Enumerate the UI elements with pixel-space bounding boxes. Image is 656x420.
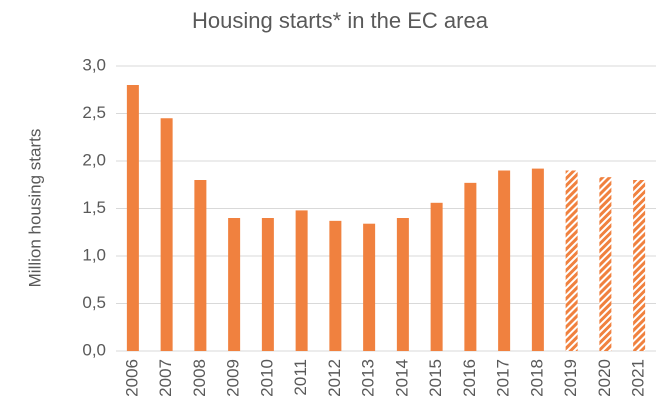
- x-tick-label: 2012: [325, 359, 344, 397]
- bar: [261, 218, 274, 351]
- bar: [363, 223, 376, 351]
- x-tick-label: 2020: [595, 359, 614, 397]
- bar: [295, 210, 308, 351]
- bar: [599, 177, 612, 351]
- y-tick-label: 3,0: [82, 55, 106, 74]
- bar: [396, 218, 409, 351]
- x-tick-label: 2017: [494, 359, 513, 397]
- y-axis-title: Million housing starts: [25, 129, 44, 288]
- bar: [194, 180, 207, 351]
- x-tick-label: 2010: [257, 359, 276, 397]
- bar: [633, 180, 646, 351]
- bar: [430, 202, 443, 351]
- bar: [464, 182, 477, 351]
- x-tick-label: 2009: [224, 359, 243, 397]
- x-tick-label: 2006: [122, 359, 141, 397]
- y-tick-label: 0,0: [82, 340, 106, 359]
- bar: [498, 170, 511, 351]
- x-tick-label: 2019: [561, 359, 580, 397]
- y-tick-label: 2,0: [82, 150, 106, 169]
- x-tick-label: 2007: [156, 359, 175, 397]
- x-tick-label: 2015: [426, 359, 445, 397]
- bar: [565, 170, 578, 351]
- bar: [160, 118, 173, 351]
- x-tick-label: 2014: [392, 359, 411, 397]
- x-tick-label: 2011: [291, 359, 310, 396]
- y-tick-label: 0,5: [82, 293, 106, 312]
- x-tick-label: 2021: [629, 359, 648, 397]
- chart-title: Housing starts* in the EC area: [192, 8, 489, 33]
- bar: [126, 85, 139, 351]
- x-tick-label: 2016: [460, 359, 479, 397]
- x-tick-label: 2013: [359, 359, 378, 397]
- y-tick-label: 1,5: [82, 198, 106, 217]
- bar: [329, 220, 342, 351]
- bar: [531, 168, 544, 351]
- bar: [228, 218, 241, 351]
- y-tick-label: 2,5: [82, 103, 106, 122]
- y-tick-label: 1,0: [82, 245, 106, 264]
- x-tick-label: 2008: [190, 359, 209, 397]
- x-tick-label: 2018: [527, 359, 546, 397]
